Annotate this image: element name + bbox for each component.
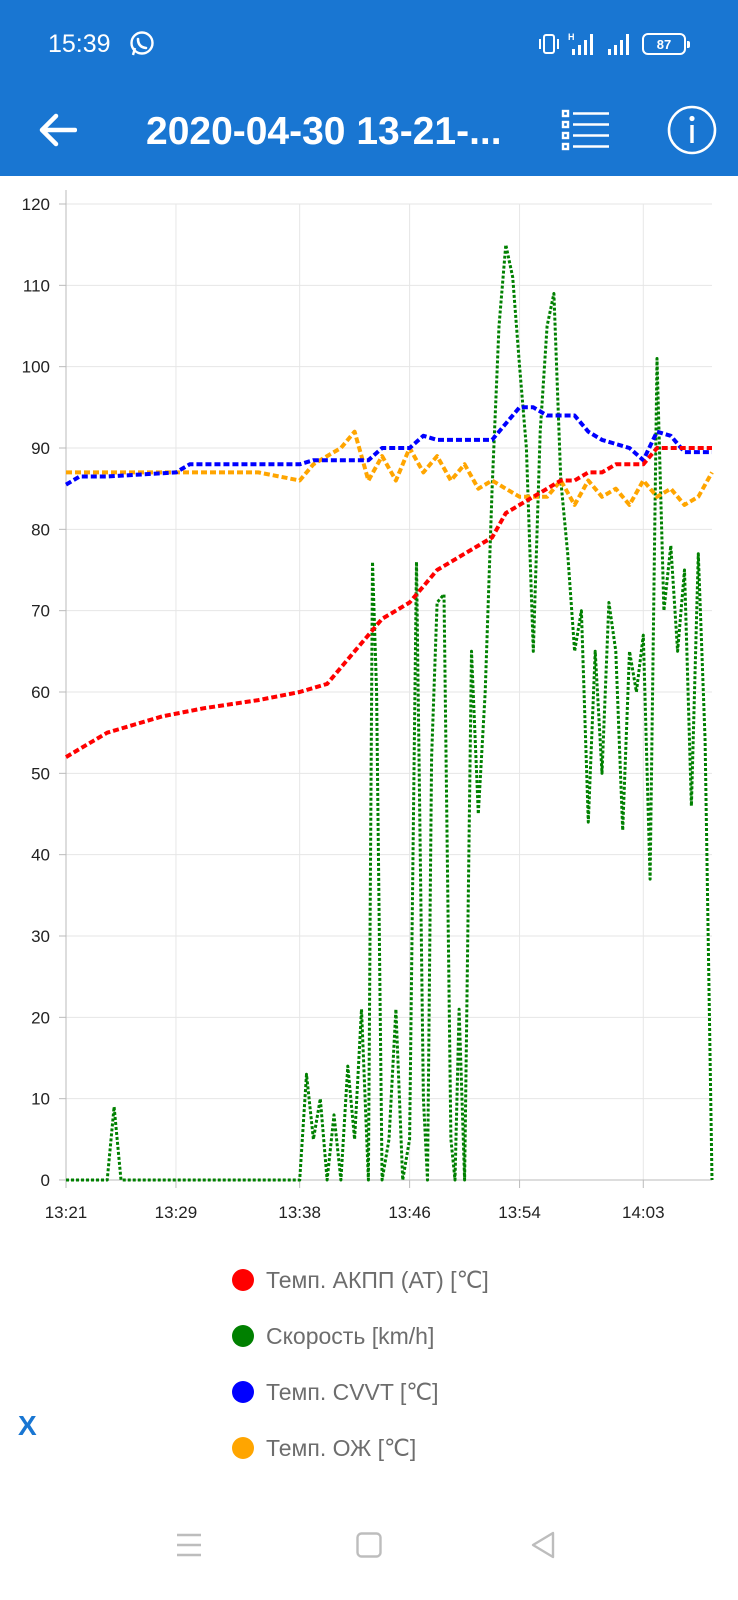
battery-icon: 87 xyxy=(642,33,690,55)
nav-menu-button[interactable] xyxy=(164,1520,214,1570)
y-tick-label: 50 xyxy=(31,764,50,783)
legend-dot-at-temp xyxy=(232,1269,254,1291)
close-button[interactable]: X xyxy=(18,1410,37,1441)
list-button[interactable] xyxy=(556,100,616,160)
series-line-1 xyxy=(66,243,714,1182)
chart-axes xyxy=(59,190,712,1188)
y-tick-label: 10 xyxy=(31,1090,50,1109)
back-arrow-icon xyxy=(39,113,77,147)
signal-icon xyxy=(608,34,629,55)
legend-label-cvvt: Темп. CVVT [℃] xyxy=(266,1378,439,1405)
chart-legend: Темп. АКПП (AT) [℃] Скорость [km/h] Темп… xyxy=(232,1252,712,1476)
y-tick-label: 90 xyxy=(31,439,50,458)
series-line-3 xyxy=(66,429,714,507)
legend-dot-cvvt xyxy=(232,1381,254,1403)
app-bar: 2020-04-30 13-21-... xyxy=(0,88,738,176)
battery-level: 87 xyxy=(656,36,672,52)
status-bar: 15:39 H xyxy=(0,0,738,88)
status-icons: H 87 xyxy=(538,30,690,58)
system-nav-bar xyxy=(0,1490,738,1600)
y-tick-label: 40 xyxy=(31,846,50,865)
signal-h-icon: H xyxy=(568,32,593,55)
legend-item-cvvt[interactable]: Темп. CVVT [℃] xyxy=(232,1364,712,1420)
x-tick-label: 13:21 xyxy=(45,1203,88,1222)
series-line-0 xyxy=(64,446,712,759)
y-tick-label: 0 xyxy=(41,1171,50,1190)
y-tick-label: 80 xyxy=(31,520,50,539)
info-button[interactable] xyxy=(660,98,724,162)
y-tick-label: 110 xyxy=(23,276,50,295)
nav-home-button[interactable] xyxy=(344,1520,394,1570)
legend-label-coolant: Темп. ОЖ [℃] xyxy=(266,1434,417,1461)
y-tick-label: 70 xyxy=(31,602,50,621)
legend-item-speed[interactable]: Скорость [km/h] xyxy=(232,1308,712,1364)
status-time: 15:39 xyxy=(48,30,111,58)
y-tick-label: 30 xyxy=(31,927,50,946)
legend-label-speed: Скорость [km/h] xyxy=(266,1322,435,1349)
x-tick-label: 13:54 xyxy=(498,1203,541,1222)
legend-item-at-temp[interactable]: Темп. АКПП (AT) [℃] xyxy=(232,1252,712,1308)
svg-text:H: H xyxy=(568,32,575,42)
y-tick-label: 60 xyxy=(31,683,50,702)
back-triangle-icon xyxy=(531,1531,555,1559)
y-tick-label: 120 xyxy=(22,195,50,214)
x-tick-label: 14:03 xyxy=(622,1203,665,1222)
line-chart[interactable]: 0 10 20 30 40 50 60 70 80 90 100 110 120 13:21 13:29 13… xyxy=(0,176,738,1256)
legend-label-at-temp: Темп. АКПП (AT) [℃] xyxy=(266,1266,489,1293)
vibrate-icon xyxy=(539,34,559,54)
legend-dot-speed xyxy=(232,1325,254,1347)
chart-tick-labels: 0 10 20 30 40 50 60 70 80 90 100 110 120 13:21 13:29 13… xyxy=(22,195,665,1222)
y-tick-label: 100 xyxy=(22,358,50,377)
x-tick-label: 13:38 xyxy=(278,1203,321,1222)
chart-series xyxy=(64,243,714,1182)
nav-back-button[interactable] xyxy=(518,1520,568,1570)
menu-icon xyxy=(177,1533,201,1557)
page-title: 2020-04-30 13-21-... xyxy=(146,110,502,153)
series-line-2 xyxy=(64,405,712,487)
y-tick-label: 20 xyxy=(31,1008,50,1027)
chart-svg: 0 10 20 30 40 50 60 70 80 90 100 110 120 13:21 13:29 13… xyxy=(22,190,714,1222)
back-button[interactable] xyxy=(30,102,86,158)
list-icon xyxy=(561,109,609,151)
x-tick-label: 13:46 xyxy=(388,1203,431,1222)
whatsapp-icon xyxy=(130,31,154,56)
home-icon xyxy=(356,1532,382,1558)
legend-item-coolant[interactable]: Темп. ОЖ [℃] xyxy=(232,1420,712,1476)
x-tick-label: 13:29 xyxy=(155,1203,198,1222)
chart-grid xyxy=(65,203,712,1181)
legend-dot-coolant xyxy=(232,1437,254,1459)
info-icon xyxy=(667,105,717,155)
